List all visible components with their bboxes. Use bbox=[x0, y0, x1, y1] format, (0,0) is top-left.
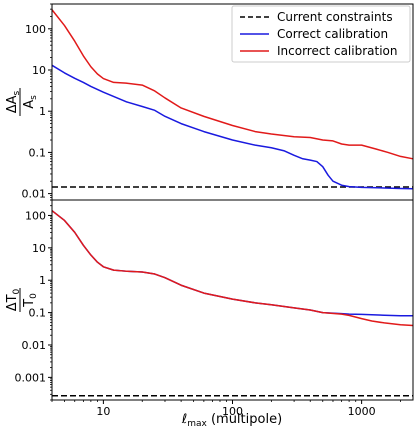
x-axis-label-sub: max bbox=[187, 419, 207, 428]
legend-label-constraints: Current constraints bbox=[277, 10, 393, 24]
svg-text:ΔT0: ΔT0 bbox=[5, 288, 22, 311]
svg-text:ΔAs: ΔAs bbox=[5, 90, 22, 113]
top-y-tick-label: 0.1 bbox=[29, 146, 47, 159]
top-ylabel-numerator: ΔA bbox=[5, 95, 20, 113]
bottom-y-tick-label: 0.001 bbox=[15, 371, 47, 384]
top-y-tick-label: 0.01 bbox=[22, 188, 47, 201]
x-tick-label: 10 bbox=[96, 405, 110, 418]
legend: Current constraints Correct calibration … bbox=[231, 5, 411, 63]
bottom-y-tick-label: 1 bbox=[39, 274, 46, 287]
top-ylabel-denominator-sub: s bbox=[29, 95, 39, 100]
svg-text:As: As bbox=[22, 95, 39, 109]
bottom-panel-curves bbox=[51, 210, 414, 397]
svg-text:T0: T0 bbox=[22, 293, 39, 308]
top-panel-y-label: ΔAs As bbox=[5, 88, 39, 116]
bottom-y-tick-label: 0.1 bbox=[29, 307, 47, 320]
legend-box bbox=[231, 5, 411, 63]
bottom-series-incorrect bbox=[51, 210, 414, 327]
top-panel-curves bbox=[51, 9, 414, 190]
top-y-tick-label: 10 bbox=[32, 64, 46, 77]
bottom-ylabel-numerator: ΔT bbox=[5, 294, 20, 311]
legend-label-incorrect: Incorrect calibration bbox=[277, 44, 398, 58]
top-series-correct bbox=[51, 64, 414, 190]
bottom-y-tick-label: 100 bbox=[25, 209, 46, 222]
bottom-ylabel-numerator-sub: 0 bbox=[12, 288, 22, 294]
top-y-tick-label: 1 bbox=[39, 105, 46, 118]
x-tick-label: 1000 bbox=[348, 405, 376, 418]
x-axis-label: ℓmax (multipole) bbox=[181, 412, 282, 428]
bottom-y-tick-label: 0.01 bbox=[22, 339, 47, 352]
top-ylabel-denominator: A bbox=[22, 100, 37, 109]
x-axis-label-rest: (multipole) bbox=[207, 412, 282, 427]
x-axis-ticks: 10 100 1000 bbox=[51, 400, 401, 418]
bottom-ylabel-denominator: T bbox=[22, 299, 37, 308]
top-y-tick-label: 100 bbox=[25, 23, 46, 36]
legend-label-correct: Correct calibration bbox=[277, 27, 388, 41]
bottom-panel-y-label: ΔT0 T0 bbox=[5, 288, 39, 312]
bottom-y-tick-label: 10 bbox=[32, 242, 46, 255]
x-tick-label: 100 bbox=[222, 405, 243, 418]
top-ylabel-numerator-sub: s bbox=[12, 90, 22, 95]
top-series-incorrect bbox=[51, 9, 414, 160]
bottom-ylabel-denominator-sub: 0 bbox=[29, 293, 39, 299]
x-axis-label-symbol: ℓ bbox=[181, 412, 187, 427]
